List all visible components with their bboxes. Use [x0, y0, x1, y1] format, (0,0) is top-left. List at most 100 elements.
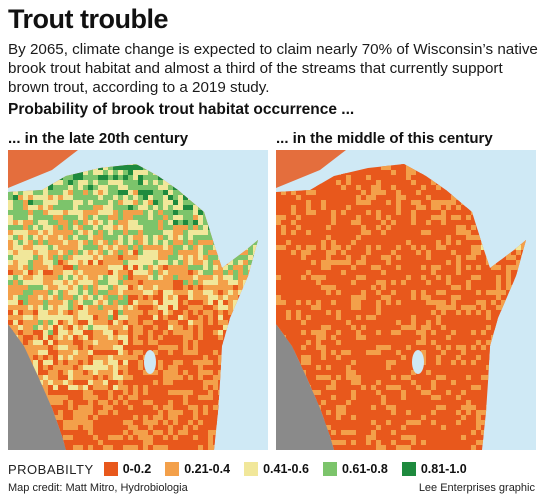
habitat-cell	[208, 245, 213, 250]
habitat-cell	[108, 285, 113, 290]
habitat-cell	[321, 325, 326, 330]
habitat-cell	[431, 215, 436, 220]
legend-label: 0.81-1.0	[420, 462, 467, 476]
habitat-cell	[38, 340, 43, 345]
habitat-cell	[138, 295, 143, 300]
habitat-cell	[321, 275, 326, 280]
habitat-cell	[123, 165, 128, 170]
habitat-cell	[118, 170, 123, 175]
habitat-cell	[78, 360, 83, 365]
habitat-cell	[28, 250, 33, 255]
habitat-cell	[203, 295, 208, 300]
habitat-cell	[73, 445, 78, 450]
habitat-cell	[18, 275, 23, 280]
habitat-cell	[123, 325, 128, 330]
habitat-cell	[406, 335, 411, 340]
habitat-cell	[43, 275, 48, 280]
habitat-cell	[331, 210, 336, 215]
habitat-cell	[276, 225, 281, 230]
habitat-cell	[103, 370, 108, 375]
habitat-cell	[148, 215, 153, 220]
habitat-cell	[331, 185, 336, 190]
habitat-cell	[168, 195, 173, 200]
habitat-cell	[38, 270, 43, 275]
habitat-cell	[301, 340, 306, 345]
habitat-cell	[233, 275, 238, 280]
habitat-cell	[108, 185, 113, 190]
habitat-cell	[148, 410, 153, 415]
habitat-cell	[193, 305, 198, 310]
habitat-cell	[33, 255, 38, 260]
habitat-cell	[183, 425, 188, 430]
habitat-cell	[326, 185, 331, 190]
habitat-cell	[73, 210, 78, 215]
habitat-cell	[113, 255, 118, 260]
habitat-cell	[138, 180, 143, 185]
habitat-cell	[426, 185, 431, 190]
habitat-cell	[471, 405, 476, 410]
habitat-cell	[68, 390, 73, 395]
habitat-cell	[168, 295, 173, 300]
habitat-cell	[243, 255, 248, 260]
habitat-cell	[63, 275, 68, 280]
habitat-cell	[306, 265, 311, 270]
habitat-cell	[411, 330, 416, 335]
habitat-cell	[178, 375, 183, 380]
habitat-cell	[381, 330, 386, 335]
habitat-cell	[23, 200, 28, 205]
habitat-cell	[128, 205, 133, 210]
habitat-cell	[148, 225, 153, 230]
habitat-cell	[128, 165, 133, 170]
habitat-cell	[73, 175, 78, 180]
habitat-cell	[138, 210, 143, 215]
habitat-cell	[63, 250, 68, 255]
habitat-cell	[158, 305, 163, 310]
habitat-cell	[351, 265, 356, 270]
habitat-cell	[143, 185, 148, 190]
habitat-cell	[376, 315, 381, 320]
habitat-cell	[148, 255, 153, 260]
habitat-cell	[321, 365, 326, 370]
habitat-cell	[316, 380, 321, 385]
habitat-cell	[168, 190, 173, 195]
habitat-cell	[113, 380, 118, 385]
habitat-cell	[118, 210, 123, 215]
habitat-cell	[88, 420, 93, 425]
habitat-cell	[138, 275, 143, 280]
habitat-cell	[93, 360, 98, 365]
habitat-cell	[386, 220, 391, 225]
habitat-cell	[83, 315, 88, 320]
habitat-cell	[123, 225, 128, 230]
habitat-cell	[108, 250, 113, 255]
habitat-cell	[108, 345, 113, 350]
habitat-cell	[168, 260, 173, 265]
habitat-cell	[491, 265, 496, 270]
habitat-cell	[83, 300, 88, 305]
habitat-cell	[456, 395, 461, 400]
habitat-cell	[173, 355, 178, 360]
habitat-cell	[88, 195, 93, 200]
habitat-cell	[123, 360, 128, 365]
habitat-cell	[58, 240, 63, 245]
habitat-cell	[351, 435, 356, 440]
habitat-cell	[441, 255, 446, 260]
habitat-cell	[58, 235, 63, 240]
habitat-cell	[68, 285, 73, 290]
habitat-cell	[118, 245, 123, 250]
habitat-cell	[321, 285, 326, 290]
habitat-cell	[471, 395, 476, 400]
habitat-cell	[123, 420, 128, 425]
habitat-cell	[133, 300, 138, 305]
habitat-cell	[218, 335, 223, 340]
habitat-cell	[133, 330, 138, 335]
habitat-cell	[198, 270, 203, 275]
habitat-cell	[23, 345, 28, 350]
habitat-cell	[168, 240, 173, 245]
habitat-cell	[158, 250, 163, 255]
habitat-cell	[476, 310, 481, 315]
habitat-cell	[103, 255, 108, 260]
habitat-cell	[173, 190, 178, 195]
habitat-cell	[168, 245, 173, 250]
habitat-cell	[203, 305, 208, 310]
habitat-cell	[426, 330, 431, 335]
